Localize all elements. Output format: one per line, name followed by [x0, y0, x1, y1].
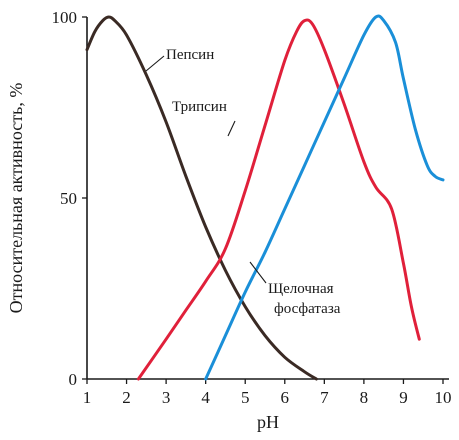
pepsin-leader-line — [145, 55, 165, 72]
x-tick-label: 3 — [162, 388, 171, 407]
pepsin-curve — [85, 15, 318, 381]
x-tick-label: 6 — [281, 388, 290, 407]
x-tick-label: 5 — [241, 388, 250, 407]
phosphatase-series-label: Щелочная фосфатаза — [268, 281, 341, 317]
y-tick-label: 100 — [52, 8, 78, 27]
x-axis-title: pH — [257, 412, 279, 432]
x-tick-label: 4 — [201, 388, 210, 407]
trypsin-series-label: Трипсин — [172, 99, 227, 115]
trypsin-curve — [136, 18, 421, 381]
pepsin-series-label: Пепсин — [166, 47, 214, 63]
phosphatase-leader-line — [249, 261, 267, 284]
y-tick-label: 50 — [60, 189, 77, 208]
x-tick-label: 7 — [320, 388, 329, 407]
x-tick-label: 8 — [360, 388, 369, 407]
x-tick-label: 2 — [122, 388, 131, 407]
alkaline-phosphatase-curve — [204, 14, 445, 381]
x-tick-label: 1 — [83, 388, 92, 407]
x-tick-label: 10 — [435, 388, 452, 407]
x-tick-label: 9 — [399, 388, 408, 407]
trypsin-leader-line — [227, 120, 236, 137]
phosphatase-label-line2: фосфатаза — [274, 301, 341, 317]
phosphatase-label-line1: Щелочная — [268, 281, 334, 297]
y-tick-label: 0 — [69, 370, 78, 389]
y-axis-title: Относительная активность, % — [6, 83, 26, 314]
series-layer — [85, 14, 445, 381]
